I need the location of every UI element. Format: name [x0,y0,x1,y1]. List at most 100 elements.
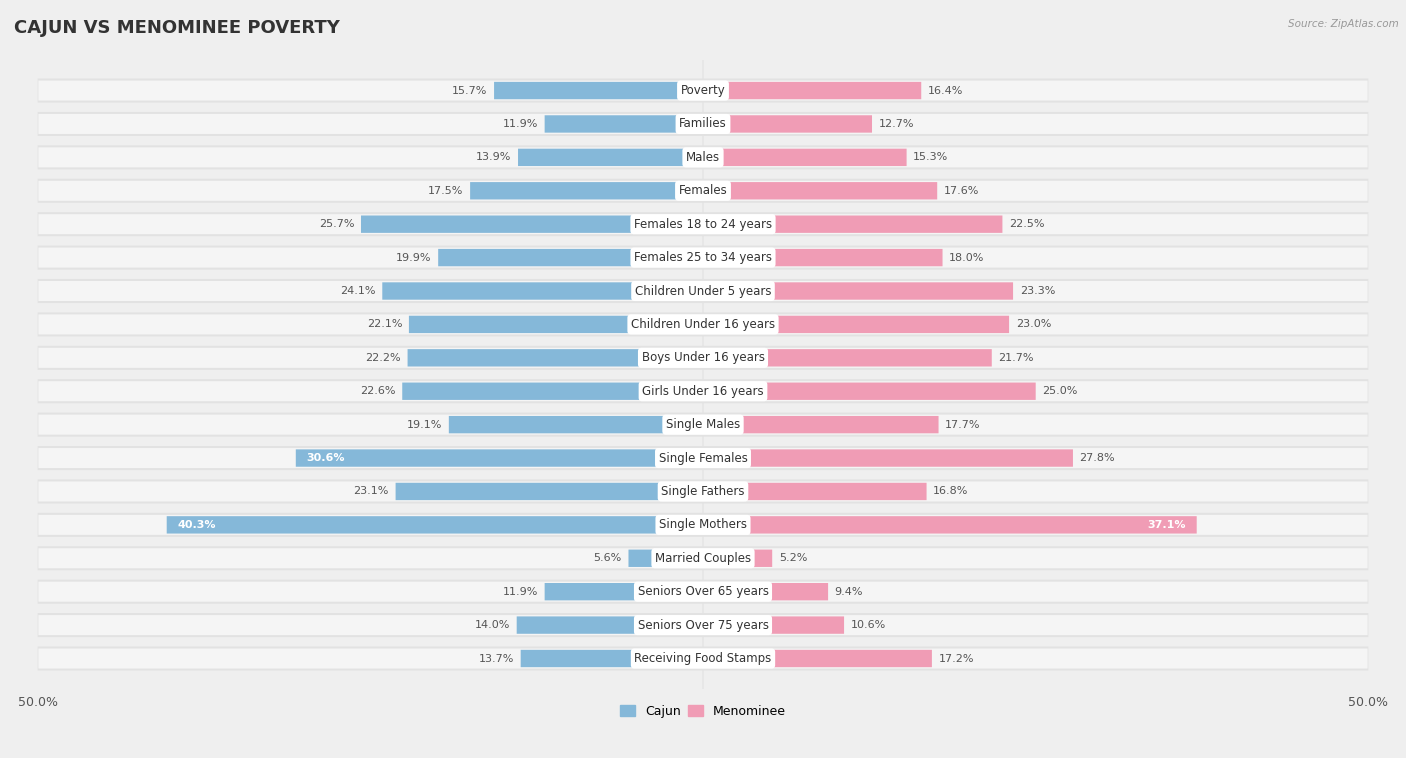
Text: 17.7%: 17.7% [945,420,981,430]
Text: CAJUN VS MENOMINEE POVERTY: CAJUN VS MENOMINEE POVERTY [14,19,340,37]
FancyBboxPatch shape [38,79,1368,102]
FancyBboxPatch shape [703,282,1014,299]
Text: 18.0%: 18.0% [949,252,984,262]
Text: 23.3%: 23.3% [1019,286,1054,296]
FancyBboxPatch shape [38,515,1368,535]
Text: 27.8%: 27.8% [1080,453,1115,463]
FancyBboxPatch shape [38,379,1368,403]
FancyBboxPatch shape [38,281,1368,301]
FancyBboxPatch shape [470,182,703,199]
FancyBboxPatch shape [38,481,1368,502]
FancyBboxPatch shape [703,616,844,634]
FancyBboxPatch shape [703,215,1002,233]
FancyBboxPatch shape [38,649,1368,669]
FancyBboxPatch shape [703,115,872,133]
Text: Children Under 5 years: Children Under 5 years [634,284,772,297]
Text: 40.3%: 40.3% [177,520,217,530]
FancyBboxPatch shape [38,80,1368,101]
FancyBboxPatch shape [38,114,1368,134]
Text: 17.5%: 17.5% [427,186,464,196]
Text: Children Under 16 years: Children Under 16 years [631,318,775,331]
FancyBboxPatch shape [295,449,703,467]
FancyBboxPatch shape [703,583,828,600]
FancyBboxPatch shape [439,249,703,266]
FancyBboxPatch shape [38,248,1368,268]
FancyBboxPatch shape [703,182,938,199]
FancyBboxPatch shape [38,312,1368,337]
FancyBboxPatch shape [38,346,1368,370]
FancyBboxPatch shape [703,516,1197,534]
Text: 17.2%: 17.2% [939,653,974,663]
Text: Males: Males [686,151,720,164]
FancyBboxPatch shape [38,580,1368,603]
FancyBboxPatch shape [544,583,703,600]
FancyBboxPatch shape [544,115,703,133]
Text: 22.6%: 22.6% [360,387,395,396]
FancyBboxPatch shape [408,349,703,367]
FancyBboxPatch shape [703,349,991,367]
Text: 23.1%: 23.1% [353,487,389,496]
Text: 13.9%: 13.9% [477,152,512,162]
Text: 24.1%: 24.1% [340,286,375,296]
Text: 16.4%: 16.4% [928,86,963,96]
FancyBboxPatch shape [38,212,1368,236]
FancyBboxPatch shape [38,581,1368,602]
Text: 25.0%: 25.0% [1042,387,1078,396]
Text: 5.2%: 5.2% [779,553,807,563]
FancyBboxPatch shape [409,316,703,333]
FancyBboxPatch shape [516,616,703,634]
FancyBboxPatch shape [395,483,703,500]
Text: 37.1%: 37.1% [1147,520,1187,530]
Text: 11.9%: 11.9% [502,587,538,597]
Text: Seniors Over 75 years: Seniors Over 75 years [637,619,769,631]
Text: 23.0%: 23.0% [1015,319,1052,330]
FancyBboxPatch shape [38,179,1368,203]
FancyBboxPatch shape [703,550,772,567]
FancyBboxPatch shape [517,149,703,166]
Text: Single Fathers: Single Fathers [661,485,745,498]
FancyBboxPatch shape [38,146,1368,169]
Text: Families: Families [679,117,727,130]
Text: Single Males: Single Males [666,418,740,431]
FancyBboxPatch shape [38,412,1368,437]
FancyBboxPatch shape [38,348,1368,368]
Text: Females 18 to 24 years: Females 18 to 24 years [634,218,772,230]
FancyBboxPatch shape [38,415,1368,434]
FancyBboxPatch shape [38,547,1368,570]
FancyBboxPatch shape [382,282,703,299]
Text: Receiving Food Stamps: Receiving Food Stamps [634,652,772,665]
FancyBboxPatch shape [703,416,939,434]
Text: Seniors Over 65 years: Seniors Over 65 years [637,585,769,598]
Text: Poverty: Poverty [681,84,725,97]
Text: 9.4%: 9.4% [835,587,863,597]
FancyBboxPatch shape [38,448,1368,468]
FancyBboxPatch shape [494,82,703,99]
FancyBboxPatch shape [703,383,1036,400]
FancyBboxPatch shape [703,82,921,99]
FancyBboxPatch shape [38,215,1368,234]
Text: 16.8%: 16.8% [934,487,969,496]
Text: 15.7%: 15.7% [453,86,488,96]
Text: 30.6%: 30.6% [307,453,344,463]
Text: 13.7%: 13.7% [478,653,515,663]
Text: 5.6%: 5.6% [593,553,621,563]
FancyBboxPatch shape [361,215,703,233]
FancyBboxPatch shape [703,316,1010,333]
FancyBboxPatch shape [703,449,1073,467]
Text: Girls Under 16 years: Girls Under 16 years [643,385,763,398]
Text: Females: Females [679,184,727,197]
Legend: Cajun, Menominee: Cajun, Menominee [614,700,792,723]
FancyBboxPatch shape [449,416,703,434]
Text: 10.6%: 10.6% [851,620,886,630]
FancyBboxPatch shape [38,315,1368,334]
FancyBboxPatch shape [38,246,1368,270]
FancyBboxPatch shape [38,381,1368,401]
Text: 11.9%: 11.9% [502,119,538,129]
Text: 12.7%: 12.7% [879,119,914,129]
FancyBboxPatch shape [38,147,1368,168]
Text: 21.7%: 21.7% [998,352,1033,363]
Text: Single Mothers: Single Mothers [659,518,747,531]
FancyBboxPatch shape [38,647,1368,671]
Text: 25.7%: 25.7% [319,219,354,229]
Text: 22.5%: 22.5% [1010,219,1045,229]
